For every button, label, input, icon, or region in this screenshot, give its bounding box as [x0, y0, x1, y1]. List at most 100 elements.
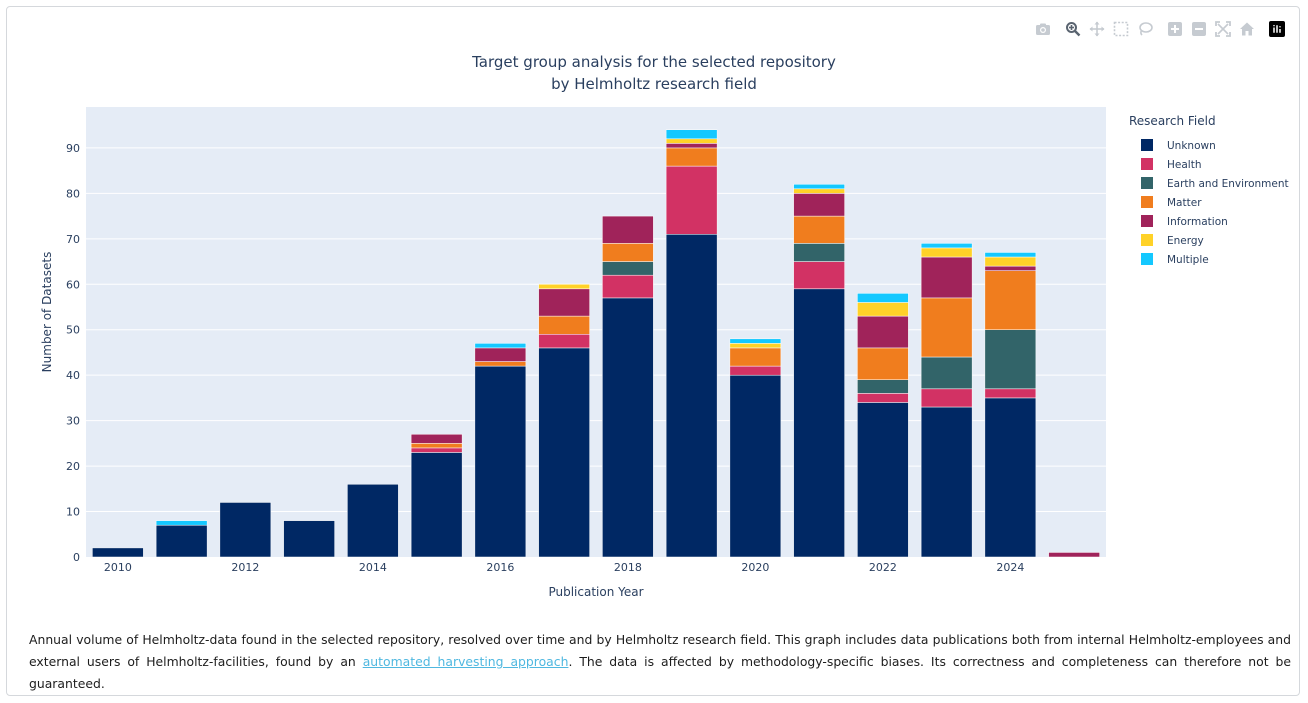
box-select-icon[interactable] [1113, 21, 1129, 37]
chart-caption: Annual volume of Helmholtz-data found in… [29, 629, 1291, 695]
bar-matter [729, 347, 782, 367]
x-tick-label: 2016 [486, 561, 514, 574]
bar-earth-and-environment [602, 261, 654, 276]
bar-matter [665, 147, 718, 167]
legend-swatch-unknown [1141, 139, 1153, 151]
bar-energy [538, 284, 590, 290]
legend-swatch-matter [1141, 196, 1153, 208]
x-tick-label: 2010 [104, 561, 132, 574]
bar-earth-and-environment [984, 329, 1037, 390]
caption-text-before: Annual volume of Helmholtz-data found in… [29, 632, 1291, 669]
bar-information [474, 347, 527, 362]
bar-energy [793, 188, 845, 194]
bar-earth-and-environment [857, 379, 909, 394]
bar-matter [857, 347, 909, 380]
bar-health [984, 388, 1037, 399]
automated-harvesting-link[interactable]: automated harvesting approach [362, 654, 569, 669]
bar-multiple [729, 338, 782, 344]
bar-health [410, 447, 463, 453]
bar-health [920, 388, 973, 408]
bar-unknown [729, 374, 782, 558]
bar-matter [538, 315, 590, 335]
autoscale-icon[interactable] [1215, 21, 1231, 37]
lasso-select-icon[interactable] [1137, 21, 1153, 37]
bar-energy [857, 302, 909, 317]
caption-text-after: . The data is affected by methodology-sp… [29, 654, 1292, 691]
camera-icon[interactable] [1035, 21, 1051, 37]
reset-axes-icon[interactable] [1239, 21, 1255, 37]
bar-energy [729, 343, 782, 349]
bar-matter [984, 270, 1037, 330]
y-tick-label: 30 [66, 415, 80, 428]
pan-icon[interactable] [1089, 21, 1105, 37]
bar-health [857, 393, 909, 403]
bar-health [729, 365, 782, 376]
bar-information [410, 434, 463, 444]
x-axis-title: Publication Year [548, 585, 643, 599]
legend-swatch-earth-and-environment [1141, 177, 1153, 189]
bar-unknown [347, 484, 399, 558]
bar-information [602, 215, 654, 244]
bar-matter [410, 443, 463, 449]
bar-multiple [920, 243, 973, 249]
x-tick-label: 2020 [741, 561, 769, 574]
bar-unknown [538, 347, 590, 558]
bar-unknown [793, 288, 845, 558]
bar-multiple [665, 129, 718, 140]
y-tick-label: 90 [66, 142, 80, 155]
bar-information [920, 256, 973, 299]
x-tick-label: 2012 [231, 561, 259, 574]
bar-matter [474, 361, 527, 367]
plotly-logo-icon[interactable] [1269, 21, 1285, 37]
legend-label-multiple: Multiple [1167, 254, 1209, 266]
bar-multiple [155, 520, 208, 526]
bar-unknown [857, 402, 909, 558]
bar-unknown [155, 524, 208, 558]
bar-information [793, 193, 845, 217]
x-tick-label: 2024 [996, 561, 1024, 574]
y-tick-label: 20 [66, 460, 80, 473]
bar-multiple [474, 343, 527, 349]
bar-unknown [219, 502, 272, 558]
bar-information [984, 265, 1037, 271]
chart-card: 0 10 20 30 40 50 60 70 80 90 2010 2012 2014 2016 2018 2… [6, 6, 1300, 696]
y-tick-label: 10 [66, 506, 80, 519]
chart-title-line2: by Helmholtz research field [551, 75, 757, 93]
bar-health [665, 165, 718, 235]
bar-energy [665, 138, 718, 144]
legend-label-unknown: Unknown [1167, 140, 1216, 152]
bar-multiple [984, 252, 1037, 258]
bar-unknown [283, 520, 335, 558]
y-axis-title: Number of Datasets [40, 252, 54, 373]
legend-swatch-health [1141, 158, 1153, 170]
chart-title-line1: Target group analysis for the selected r… [471, 53, 836, 71]
bar-information [1048, 552, 1100, 558]
bar-energy [984, 256, 1037, 267]
y-tick-label: 50 [66, 324, 80, 337]
x-tick-label: 2014 [359, 561, 387, 574]
y-tick-label: 80 [66, 187, 80, 200]
bar-unknown [410, 452, 463, 558]
bar-earth-and-environment [793, 243, 845, 262]
zoom-in-icon[interactable] [1167, 21, 1183, 37]
legend-label-information: Information [1167, 216, 1228, 228]
bar-health [538, 334, 590, 349]
legend-swatch-information [1141, 215, 1153, 227]
bar-matter [602, 243, 654, 262]
bar-health [602, 274, 654, 299]
bar-matter [920, 297, 973, 358]
zoom-out-icon[interactable] [1191, 21, 1207, 37]
y-tick-label: 60 [66, 278, 80, 291]
chart: 0 10 20 30 40 50 60 70 80 90 2010 2012 2014 2016 2018 2… [40, 53, 1289, 599]
y-tick-label: 40 [66, 369, 80, 382]
legend-swatch-energy [1141, 234, 1153, 246]
legend-label-health: Health [1167, 159, 1201, 171]
zoom-icon[interactable] [1065, 21, 1081, 37]
legend-title: Research Field [1129, 114, 1216, 128]
y-tick-label: 70 [66, 233, 80, 246]
bar-matter [793, 215, 845, 244]
legend-label-earth-and-environment: Earth and Environment [1167, 178, 1289, 190]
bar-multiple [857, 293, 909, 303]
bar-information [857, 315, 909, 349]
legend-label-energy: Energy [1167, 235, 1204, 247]
